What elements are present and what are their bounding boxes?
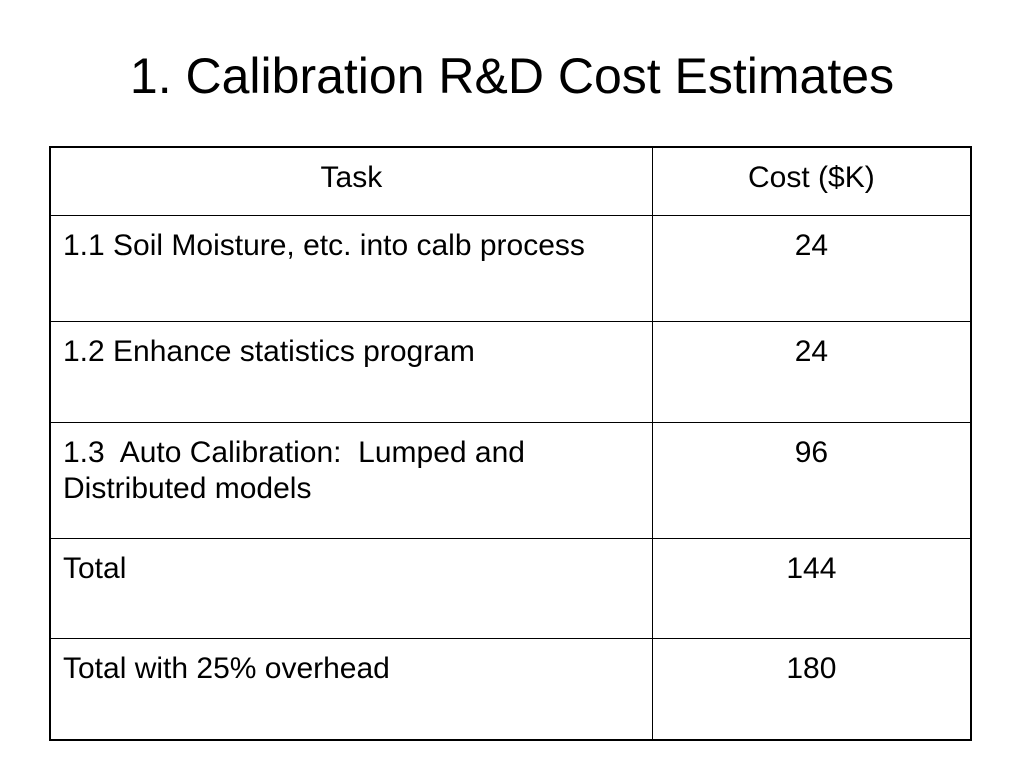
cost-cell: 24 (651, 320, 972, 423)
table-row: 1.2 Enhance statistics program 24 (49, 320, 972, 423)
slide-title: 1. Calibration R&D Cost Estimates (129, 48, 895, 104)
table-row: 1.1 Soil Moisture, etc. into calb proces… (49, 214, 972, 322)
header-cost: Cost ($K) (651, 146, 972, 216)
cost-cell: 96 (651, 421, 972, 539)
cost-estimates-table: Task Cost ($K) 1.1 Soil Moisture, etc. i… (49, 146, 972, 741)
total-cost-cell: 144 (651, 537, 972, 639)
task-cell: 1.1 Soil Moisture, etc. into calb proces… (49, 214, 653, 322)
total-label-cell: Total (49, 537, 653, 639)
header-task: Task (49, 146, 653, 216)
cost-cell: 24 (651, 214, 972, 322)
table-row: 1.3 Auto Calibration: Lumped and Distrib… (49, 421, 972, 539)
table-row: Total with 25% overhead 180 (49, 637, 972, 741)
total-overhead-cost-cell: 180 (651, 637, 972, 741)
task-cell: 1.2 Enhance statistics program (49, 320, 653, 423)
task-cell: 1.3 Auto Calibration: Lumped and Distrib… (49, 421, 653, 539)
total-overhead-label-cell: Total with 25% overhead (49, 637, 653, 741)
table-header-row: Task Cost ($K) (49, 146, 972, 216)
table-row: Total 144 (49, 537, 972, 639)
